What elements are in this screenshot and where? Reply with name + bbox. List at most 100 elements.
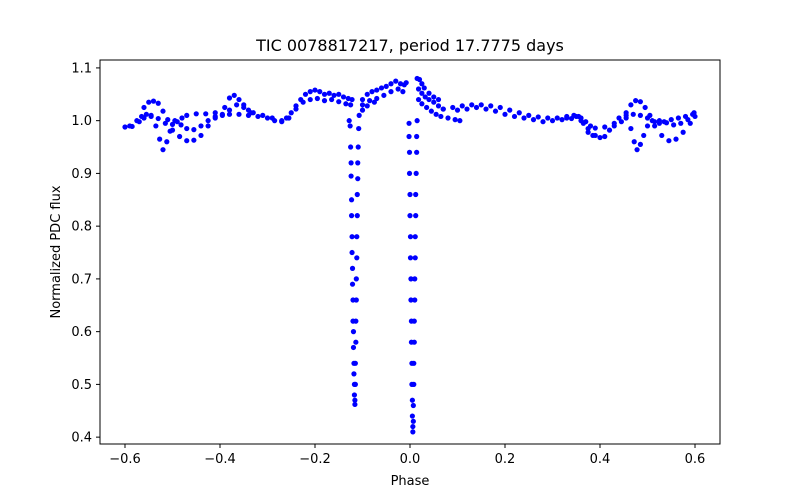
series-right-baseline-track-b bbox=[454, 104, 698, 144]
data-point bbox=[312, 87, 318, 93]
y-tick-label: 0.5 bbox=[71, 378, 92, 393]
data-point bbox=[348, 213, 355, 219]
data-point bbox=[545, 115, 551, 121]
data-point bbox=[469, 102, 475, 108]
data-point bbox=[355, 160, 361, 166]
data-point bbox=[680, 129, 686, 135]
data-point bbox=[409, 397, 415, 403]
data-point bbox=[134, 118, 140, 124]
data-point bbox=[671, 122, 677, 128]
data-point bbox=[212, 115, 218, 121]
data-point bbox=[431, 94, 437, 100]
data-point bbox=[264, 115, 271, 121]
data-point bbox=[356, 125, 362, 132]
data-point bbox=[355, 144, 361, 150]
data-point bbox=[414, 118, 420, 124]
y-tick-label: 0.7 bbox=[71, 272, 92, 287]
data-point bbox=[616, 115, 622, 121]
data-point bbox=[205, 123, 211, 129]
data-point bbox=[406, 170, 413, 177]
data-point bbox=[659, 132, 665, 139]
data-point bbox=[352, 397, 358, 403]
data-point bbox=[177, 133, 183, 140]
data-point bbox=[331, 92, 337, 98]
data-point bbox=[191, 137, 197, 143]
data-point bbox=[410, 402, 416, 409]
data-point bbox=[343, 101, 349, 107]
series-post-eclipse-recovery bbox=[414, 75, 463, 124]
data-point bbox=[592, 125, 598, 131]
data-point bbox=[288, 110, 294, 116]
data-point bbox=[364, 91, 370, 97]
series-secondary-eclipse-egress bbox=[410, 118, 420, 424]
data-point bbox=[412, 276, 418, 282]
data-point bbox=[590, 132, 596, 139]
data-point bbox=[631, 139, 637, 145]
data-point bbox=[464, 106, 470, 112]
x-tick-label: −0.6 bbox=[109, 452, 141, 467]
data-point bbox=[606, 127, 613, 133]
data-point bbox=[673, 136, 679, 142]
data-point bbox=[428, 108, 434, 114]
data-point bbox=[169, 121, 176, 127]
data-point bbox=[507, 107, 513, 113]
data-point bbox=[641, 132, 647, 139]
data-point bbox=[407, 255, 414, 261]
data-point bbox=[419, 101, 425, 107]
data-point bbox=[167, 128, 173, 134]
x-tick-label: 0.6 bbox=[685, 452, 706, 467]
data-point bbox=[381, 92, 387, 98]
data-point bbox=[191, 127, 197, 133]
data-point bbox=[353, 339, 359, 345]
data-point bbox=[457, 118, 463, 124]
data-point bbox=[516, 110, 522, 116]
data-point bbox=[675, 115, 681, 121]
data-point bbox=[329, 96, 335, 103]
y-tick-label: 0.4 bbox=[71, 431, 92, 446]
data-point bbox=[415, 86, 422, 92]
data-point bbox=[260, 112, 266, 118]
data-point bbox=[628, 102, 634, 108]
data-point bbox=[212, 110, 218, 116]
y-tick-label: 1.1 bbox=[71, 61, 92, 76]
data-point bbox=[352, 381, 358, 387]
data-point bbox=[687, 120, 693, 126]
data-point bbox=[412, 255, 418, 261]
data-point bbox=[497, 104, 503, 111]
series-baseline-track-c bbox=[139, 102, 254, 153]
data-point bbox=[526, 112, 532, 118]
data-point bbox=[393, 78, 399, 84]
data-point bbox=[678, 120, 684, 126]
x-tick-label: 0.0 bbox=[400, 452, 421, 467]
chart-title: TIC 0078817217, period 17.7775 days bbox=[255, 36, 564, 55]
data-point bbox=[153, 123, 159, 129]
data-point bbox=[354, 234, 360, 240]
data-point bbox=[413, 170, 419, 177]
data-point bbox=[205, 118, 211, 124]
data-points-layer bbox=[122, 75, 698, 435]
data-point bbox=[409, 413, 415, 419]
data-point bbox=[483, 106, 489, 112]
data-point bbox=[585, 129, 591, 135]
data-point bbox=[502, 111, 508, 117]
data-point bbox=[406, 149, 413, 155]
data-point bbox=[307, 96, 313, 103]
data-point bbox=[644, 115, 651, 121]
data-point bbox=[445, 115, 451, 121]
data-point bbox=[406, 120, 412, 126]
series-baseline-track-b bbox=[127, 95, 354, 144]
data-point bbox=[412, 297, 418, 303]
data-point bbox=[410, 429, 416, 435]
data-point bbox=[450, 104, 456, 111]
data-point bbox=[350, 329, 357, 335]
data-point bbox=[422, 94, 428, 100]
data-point bbox=[406, 133, 412, 140]
data-point bbox=[371, 99, 377, 105]
data-point bbox=[348, 197, 355, 203]
data-point bbox=[157, 136, 163, 142]
data-point bbox=[530, 117, 537, 123]
data-point bbox=[349, 265, 356, 271]
data-point bbox=[438, 113, 444, 120]
data-point bbox=[454, 107, 461, 113]
